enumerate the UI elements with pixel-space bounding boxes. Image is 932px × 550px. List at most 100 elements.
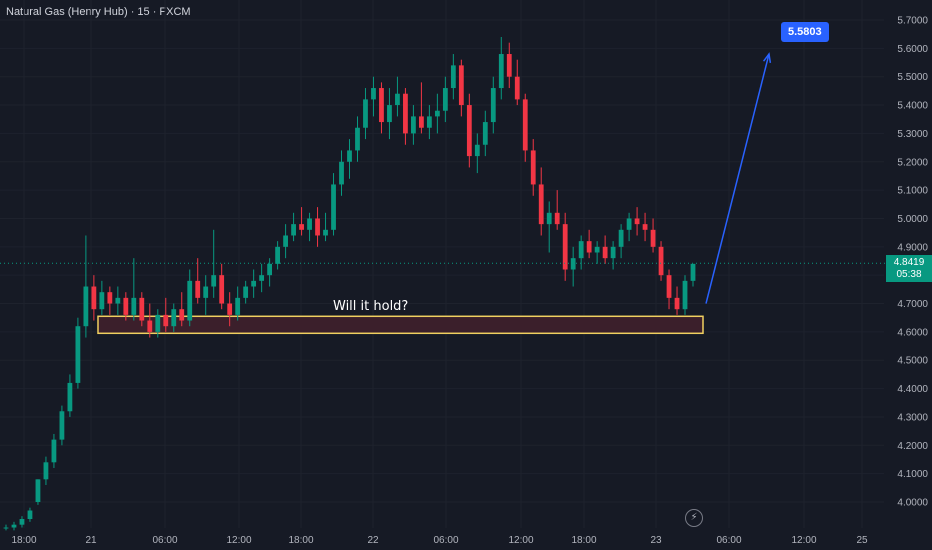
candle-body (155, 314, 161, 332)
lightning-icon[interactable]: ⚡ (685, 509, 703, 527)
candle-body (291, 224, 296, 236)
y-tick-label: 4.5000 (897, 356, 928, 367)
candle-body (506, 54, 512, 77)
candle-body (442, 88, 448, 111)
x-tick-label: 23 (650, 535, 662, 546)
candle-body (610, 246, 616, 259)
candle-body (315, 218, 320, 236)
candle-body (546, 212, 552, 225)
candle-body (395, 93, 400, 106)
candle-body (131, 297, 137, 315)
y-tick-label: 5.3000 (897, 129, 928, 140)
candle-body (91, 286, 97, 310)
candle-body (658, 246, 664, 276)
x-tick-label: 18:00 (571, 535, 596, 546)
candle-body (458, 65, 464, 106)
candle-body (187, 280, 193, 321)
candle-body (99, 292, 105, 310)
candle-body (35, 479, 41, 502)
y-tick-label: 4.1000 (897, 469, 928, 480)
candle-body (83, 286, 89, 327)
candle-body (578, 241, 584, 259)
projection-arrow (705, 53, 770, 304)
candle-body (690, 263, 696, 281)
candle-body (267, 263, 273, 276)
candle-body (19, 519, 25, 525)
candle-body (514, 76, 520, 100)
y-tick-label: 5.7000 (897, 16, 928, 27)
candle-body (323, 229, 328, 236)
candle-body (490, 88, 496, 123)
candle-body (251, 280, 257, 287)
countdown-timer: 05:38 (896, 269, 922, 280)
x-axis: 18:00 21 06:00 12:00 18:00 22 06:00 12:00 18:00 2… (11, 535, 868, 546)
candle-body (450, 65, 456, 89)
candle-body (347, 150, 352, 162)
candle-body (530, 150, 536, 185)
candle-body (594, 246, 600, 253)
x-tick-label: 25 (856, 535, 868, 546)
x-tick-label: 22 (367, 535, 379, 546)
candle-body (363, 99, 368, 128)
candle-body (235, 297, 241, 315)
candle-body (331, 184, 336, 230)
zone-label: Will it hold? (333, 299, 409, 314)
candle-body (387, 105, 392, 123)
candle-body (299, 224, 304, 230)
candle-body (626, 218, 632, 230)
candle-body (474, 144, 480, 157)
candle-body (642, 224, 648, 230)
y-tick-label: 4.9000 (897, 242, 928, 253)
candle-body (618, 229, 624, 247)
candle-body (522, 99, 528, 151)
candle-body (339, 161, 344, 185)
candle-body (307, 218, 312, 230)
candle-body (203, 286, 209, 298)
target-price-tag[interactable]: 5.5803 (781, 22, 829, 42)
x-tick-label: 12:00 (791, 535, 816, 546)
candle-body (211, 275, 217, 287)
candle-body (570, 258, 576, 270)
candle-body (674, 297, 680, 310)
candle-body (434, 110, 440, 117)
projection-arrowhead (762, 52, 772, 64)
candle-body (650, 229, 656, 247)
grid (0, 0, 884, 528)
x-tick-label: 06:00 (716, 535, 741, 546)
candle-body (498, 54, 504, 89)
y-tick-label: 5.2000 (897, 157, 928, 168)
candle-body (403, 93, 408, 134)
support-zone[interactable] (97, 315, 704, 335)
candle-body (466, 105, 472, 157)
y-tick-label: 5.4000 (897, 101, 928, 112)
candle-body (482, 122, 488, 145)
y-tick-label: 4.7000 (897, 299, 928, 310)
candle-body (219, 275, 225, 304)
candle-body (562, 224, 568, 270)
y-tick-label: 4.3000 (897, 412, 928, 423)
candle-body (171, 309, 177, 327)
x-tick-label: 12:00 (508, 535, 533, 546)
y-tick-label: 4.2000 (897, 441, 928, 452)
candle-body (107, 292, 113, 304)
candle-body (666, 275, 672, 298)
candle-body (634, 218, 640, 225)
y-tick-label: 5.0000 (897, 214, 928, 225)
candle-body (195, 280, 201, 298)
candle-body (27, 510, 33, 520)
candle-body (11, 524, 17, 528)
overlays[interactable] (0, 52, 886, 304)
chart-title: Natural Gas (Henry Hub) · 15 · FXCM (6, 6, 191, 18)
candle-body (3, 527, 9, 529)
candle-body (115, 297, 121, 304)
x-tick-label: 18:00 (288, 535, 313, 546)
candle-body (59, 411, 65, 440)
candle-body (602, 246, 608, 259)
y-tick-label: 4.4000 (897, 384, 928, 395)
x-tick-label: 06:00 (433, 535, 458, 546)
candle-body (275, 246, 281, 264)
candle-body (123, 297, 129, 315)
candle-body (147, 320, 153, 332)
candle-body (379, 88, 384, 123)
